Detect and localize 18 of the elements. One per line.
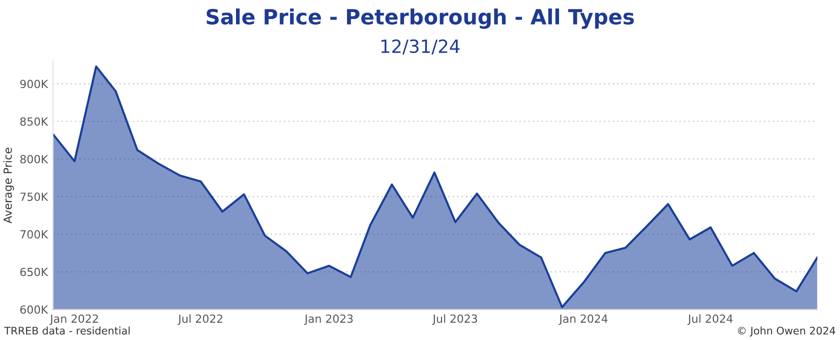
y-tick-label: 600K — [20, 305, 48, 314]
text: © John Owen 2024 — [738, 326, 836, 337]
text: TRREB data - residential — [4, 326, 130, 335]
y-tick-label: 750K — [20, 192, 48, 201]
x-tick-label: Jul 2024 — [687, 314, 733, 325]
x-tick-label: Jul 2023 — [432, 314, 478, 325]
x-tick-label: Jan 2023 — [304, 314, 353, 325]
y-tick-label: 800K — [20, 154, 48, 164]
y-tick-label: 900K — [20, 80, 48, 88]
x-tick-label: Jul 2022 — [178, 314, 222, 325]
y-axis-title: Average Price — [3, 148, 14, 224]
chart-subtitle: 12/31/24 — [381, 39, 460, 54]
x-tick-label: Jan 2022 — [49, 314, 98, 325]
y-tick-label: 850K — [20, 117, 48, 126]
y-tick-label: 650K — [20, 268, 48, 276]
chart-title: Sale Price - Peterborough - All Types — [206, 8, 634, 29]
y-tick-label: 700K — [20, 230, 48, 239]
x-tick-label: Jan 2024 — [558, 314, 608, 325]
